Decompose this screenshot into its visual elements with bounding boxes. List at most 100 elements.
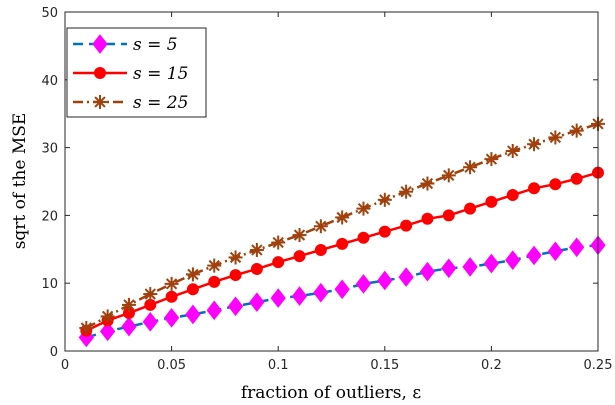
marker-stroke <box>571 124 583 137</box>
marker-stroke <box>528 138 540 150</box>
data-point <box>313 282 329 303</box>
series-layer <box>78 116 606 348</box>
data-point <box>441 168 456 183</box>
data-point <box>463 160 478 175</box>
data-point <box>334 279 350 300</box>
x-tick-label: 0.2 <box>481 358 502 373</box>
data-point <box>399 184 414 199</box>
data-point <box>398 267 414 287</box>
legend-swatch-marker <box>93 95 107 109</box>
data-point <box>485 195 498 208</box>
marker-stroke <box>187 268 199 281</box>
legend-swatch-marker <box>94 67 106 79</box>
marker-stroke <box>208 259 220 272</box>
data-point <box>464 202 477 215</box>
y-tick-label: 20 <box>41 209 58 224</box>
marker-stroke <box>94 96 106 108</box>
data-point <box>100 321 116 342</box>
marker-stroke <box>123 299 135 311</box>
data-point <box>528 182 541 195</box>
y-tick-label: 10 <box>41 277 58 292</box>
marker-stroke <box>400 186 412 198</box>
data-point <box>208 275 221 288</box>
y-tick-label: 50 <box>41 6 58 21</box>
data-point <box>506 189 519 202</box>
data-point <box>505 143 520 158</box>
data-point <box>79 320 94 335</box>
data-point <box>249 292 265 312</box>
legend-label: s = 25 <box>133 93 188 113</box>
data-point <box>100 309 115 324</box>
marker-stroke <box>315 220 327 232</box>
data-point <box>314 243 327 256</box>
data-point <box>249 242 264 257</box>
marker-stroke <box>549 131 562 144</box>
data-point <box>336 237 349 250</box>
marker-stroke <box>165 278 178 290</box>
data-point <box>527 137 542 152</box>
x-tick-label: 0.15 <box>370 358 399 373</box>
data-point <box>228 250 243 265</box>
legend-label: s = 5 <box>133 35 178 55</box>
data-point <box>227 296 244 317</box>
data-point <box>377 270 393 291</box>
legend-swatch-marker <box>92 34 108 54</box>
series-2 <box>80 166 604 337</box>
x-axis-label: fraction of outliers, ε <box>241 383 421 403</box>
data-point <box>229 269 242 282</box>
data-point <box>378 225 391 238</box>
series-1 <box>78 235 606 348</box>
data-point <box>186 283 199 296</box>
marker-stroke <box>507 145 519 157</box>
y-tick-label: 30 <box>41 142 58 157</box>
data-point <box>271 235 286 250</box>
data-point <box>207 258 222 273</box>
axes-box <box>64 11 599 352</box>
data-point <box>335 210 350 225</box>
data-point <box>569 123 584 138</box>
data-point <box>357 231 370 244</box>
data-point <box>272 256 285 269</box>
data-point <box>206 300 222 321</box>
data-point <box>400 219 413 232</box>
data-point <box>505 250 521 270</box>
y-tick-label: 40 <box>41 74 58 89</box>
data-point <box>421 212 434 225</box>
y-axis-label: sqrt of the MSE <box>10 113 30 250</box>
data-point <box>570 172 583 185</box>
x-tick-label: 0.1 <box>268 358 289 373</box>
data-point <box>293 250 306 263</box>
marker-stroke <box>272 236 284 249</box>
data-point <box>121 297 136 312</box>
data-point <box>165 290 178 303</box>
marker-stroke <box>379 194 391 206</box>
data-point <box>164 276 179 291</box>
data-point <box>142 312 158 332</box>
data-point <box>441 258 457 279</box>
data-point <box>250 262 263 275</box>
data-point <box>377 192 392 207</box>
data-point <box>356 201 371 216</box>
axes-layer: 0 0.05 0.1 0.15 0.2 0.25 0 10 20 30 40 50 <box>41 6 612 373</box>
marker-stroke <box>80 322 92 334</box>
x-tick-label: 0.25 <box>584 358 613 373</box>
data-point <box>419 261 436 282</box>
data-point <box>270 288 286 308</box>
data-point <box>484 152 499 167</box>
legend: s = 5 s = 15 s = 25 <box>66 27 207 118</box>
data-point <box>143 287 158 302</box>
marker-stroke <box>293 229 306 241</box>
data-point <box>548 130 563 145</box>
marker-stroke <box>251 244 263 256</box>
x-tick-label: 0 <box>61 358 69 373</box>
data-point <box>292 228 307 243</box>
data-point <box>569 237 585 258</box>
data-point <box>462 257 478 277</box>
marker-stroke <box>357 202 370 215</box>
data-point <box>163 307 180 328</box>
data-point <box>185 267 200 282</box>
y-tick-label: 0 <box>50 345 58 360</box>
data-point <box>483 253 500 274</box>
marker-stroke <box>336 211 348 224</box>
